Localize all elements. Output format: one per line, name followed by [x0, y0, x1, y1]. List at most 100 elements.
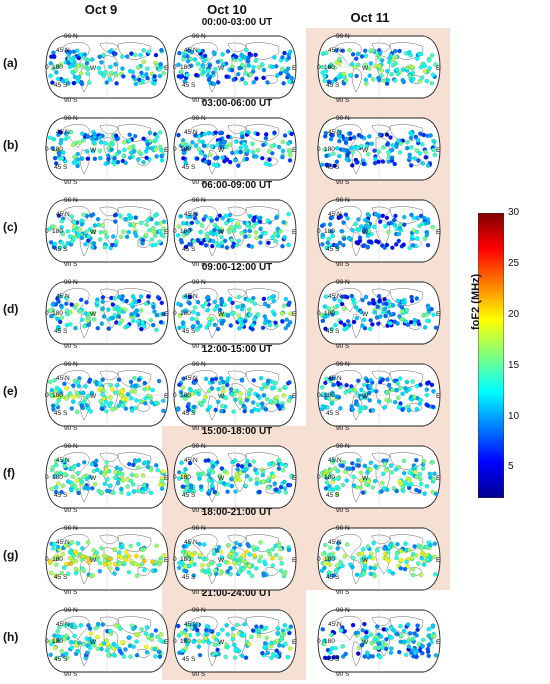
data-point: [148, 318, 153, 323]
data-point: [345, 216, 350, 221]
data-point: [388, 321, 393, 326]
data-point: [350, 565, 355, 570]
map-axis-label: 180: [180, 146, 191, 153]
data-point: [348, 136, 353, 141]
data-point: [392, 400, 398, 405]
data-point: [356, 378, 361, 383]
data-point: [80, 554, 86, 559]
data-point: [391, 628, 396, 633]
continent-outline: [117, 452, 152, 470]
data-point: [75, 163, 80, 169]
data-point: [114, 152, 119, 157]
data-point: [254, 221, 259, 226]
data-point: [121, 153, 126, 159]
map-axis-label: 180: [180, 474, 191, 481]
data-point: [235, 467, 240, 472]
data-point: [414, 487, 419, 493]
map-axis-label: 90 S: [192, 507, 206, 514]
map-axis-label: E: [164, 639, 169, 646]
data-point: [216, 80, 221, 85]
map-axis-label: 45 S: [326, 246, 340, 253]
row-label-f: (f): [3, 466, 15, 480]
data-point: [233, 540, 239, 546]
data-point: [86, 322, 91, 327]
data-point: [409, 650, 414, 655]
data-point: [96, 222, 101, 228]
data-point: [198, 472, 204, 477]
data-point: [188, 387, 193, 393]
data-point: [231, 77, 236, 82]
data-point: [266, 485, 272, 490]
data-point: [275, 631, 280, 636]
data-point: [152, 309, 157, 314]
data-point: [352, 65, 358, 70]
data-point: [215, 460, 220, 465]
data-point: [211, 634, 216, 640]
data-point: [176, 407, 181, 412]
data-point: [145, 75, 150, 81]
data-point: [127, 155, 133, 160]
data-point: [98, 386, 104, 391]
data-point: [258, 240, 263, 245]
data-point: [381, 627, 386, 632]
data-point: [48, 379, 53, 385]
data-point: [253, 58, 259, 63]
map-axis-label: W: [362, 147, 369, 154]
data-point: [52, 378, 57, 383]
data-point: [190, 140, 195, 145]
data-point: [385, 377, 390, 382]
data-point: [139, 562, 145, 567]
data-point: [116, 377, 122, 382]
data-point: [218, 313, 224, 318]
data-point: [161, 71, 166, 76]
data-point: [138, 308, 144, 313]
data-point: [255, 393, 261, 398]
data-point: [426, 163, 431, 168]
data-point: [231, 633, 236, 638]
data-point: [203, 458, 208, 463]
data-point: [87, 227, 93, 232]
continent-outline: [63, 452, 90, 477]
data-point: [207, 388, 212, 394]
data-point: [51, 137, 57, 142]
map-axis-label: 45 N: [56, 457, 70, 464]
data-point: [62, 464, 67, 469]
data-point: [236, 238, 242, 244]
continent-outline: [117, 370, 152, 388]
data-point: [405, 564, 410, 569]
data-point: [329, 401, 335, 406]
data-point: [83, 65, 88, 70]
continent-outline: [99, 370, 119, 381]
data-point: [209, 144, 215, 149]
data-point: [405, 145, 410, 151]
data-point: [157, 239, 162, 244]
data-point: [216, 632, 221, 637]
data-point: [286, 398, 292, 403]
data-point: [427, 66, 432, 71]
data-point: [208, 628, 213, 633]
row-label-g: (g): [3, 548, 19, 562]
data-point: [275, 654, 280, 659]
data-point: [91, 212, 96, 217]
data-point: [153, 654, 158, 659]
map-axis-label: 180: [180, 638, 191, 645]
data-point: [277, 406, 282, 411]
data-point: [131, 489, 137, 494]
data-point: [98, 70, 103, 75]
map-axis-label: 45 S: [54, 82, 68, 89]
map-axis-label: 45 S: [182, 574, 196, 581]
map-axis-label: 180: [324, 392, 335, 399]
data-point: [197, 653, 203, 658]
data-point: [206, 562, 211, 568]
data-point: [264, 635, 269, 640]
data-point: [271, 652, 276, 657]
map-axis-label: 45 N: [56, 211, 70, 218]
data-point: [351, 555, 356, 561]
data-point: [349, 293, 354, 299]
data-point: [359, 478, 364, 483]
data-point: [385, 77, 390, 83]
data-point: [375, 624, 380, 629]
data-point: [99, 545, 104, 551]
data-point: [88, 409, 93, 414]
data-point: [217, 563, 222, 568]
